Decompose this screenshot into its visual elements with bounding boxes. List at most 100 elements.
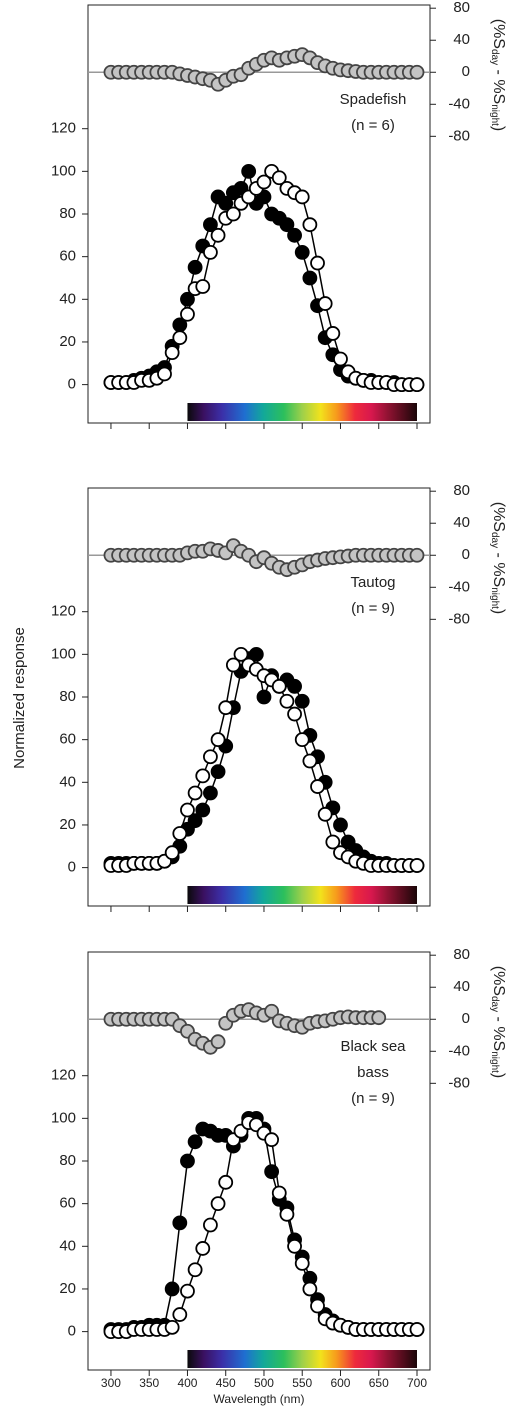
y2-label-part: day: [489, 532, 500, 548]
data-point: [287, 678, 302, 694]
data-point: [294, 693, 310, 709]
y2-label-part: - %S: [490, 548, 507, 587]
y2-label-part: ): [490, 126, 507, 131]
data-point: [333, 351, 348, 367]
data-point: [164, 345, 180, 361]
x-tick-label: 500: [254, 1376, 274, 1390]
panel: 0 20 40 60 80 100 120 -80 -40 0 40 80 (%Sday - %Snig…: [51, 0, 507, 429]
x-axis-label: Wavelength (nm): [214, 1392, 305, 1406]
x-tick-label: 300: [101, 1376, 121, 1390]
data-point: [409, 858, 425, 873]
data-point: [218, 1174, 234, 1190]
y2-tick-label: 80: [453, 0, 470, 16]
panel: 0 20 40 60 80 100 120 -80 -40 0 40 80 Normalized res…: [11, 482, 507, 912]
panel-label: Tautog: [350, 574, 395, 591]
panel-label: bass: [357, 1064, 389, 1081]
data-point: [187, 813, 203, 829]
data-point: [210, 1196, 226, 1212]
data-point: [302, 217, 318, 233]
data-point: [264, 1164, 280, 1180]
y2-tick-label: 0: [462, 1010, 470, 1027]
y-tick-label: 120: [51, 120, 76, 137]
y-tick-label: 100: [51, 1109, 76, 1126]
data-point: [203, 785, 218, 801]
data-point: [271, 1185, 287, 1201]
panel-label: Black sea: [340, 1038, 406, 1055]
y2-label-part: (%S: [490, 502, 507, 532]
y2-label-part: (%S: [490, 966, 507, 996]
data-point: [203, 217, 218, 233]
y-tick-label: 80: [59, 205, 76, 222]
data-point: [287, 227, 302, 243]
data-point: [279, 217, 295, 233]
data-point: [218, 195, 234, 211]
data-point: [225, 206, 241, 222]
x-tick-label: 550: [292, 1376, 312, 1390]
data-point: [409, 1322, 425, 1337]
data-point: [317, 296, 333, 311]
data-point: [187, 1134, 203, 1150]
y2-axis-label: (%Sday - %Snight): [489, 19, 506, 132]
y2-label-part: (%S: [490, 19, 507, 49]
y2-tick-label: -80: [448, 1074, 470, 1091]
y-tick-label: 80: [59, 1152, 76, 1169]
series-line: [110, 1121, 417, 1333]
data-point: [241, 163, 257, 179]
data-point: [294, 244, 310, 260]
y-tick-label: 20: [59, 1280, 76, 1297]
panel-label: (n = 6): [351, 117, 395, 134]
data-point: [294, 1255, 310, 1271]
data-point: [164, 1319, 180, 1335]
y2-label-part: ): [490, 1073, 507, 1078]
data-point: [180, 1153, 195, 1169]
y-tick-label: 120: [51, 1067, 76, 1084]
data-point: [195, 1241, 211, 1256]
y-tick-label: 20: [59, 816, 76, 833]
y2-tick-label: 80: [453, 482, 470, 499]
data-point: [302, 753, 318, 769]
data-point: [180, 802, 195, 818]
data-point: [271, 170, 287, 186]
data-point: [279, 693, 295, 709]
data-point: [264, 1003, 280, 1019]
y-tick-label: 20: [59, 333, 76, 350]
y2-label-part: night: [489, 587, 500, 609]
data-point: [287, 706, 302, 722]
y-tick-label: 40: [59, 773, 76, 790]
data-point: [302, 270, 318, 286]
y-axis-label: Normalized response: [11, 627, 28, 769]
data-point: [172, 330, 188, 346]
series-line: [110, 653, 417, 867]
y-tick-label: 60: [59, 248, 76, 265]
y-tick-label: 0: [68, 1323, 76, 1340]
data-point: [195, 279, 211, 294]
spectrum-bar: [187, 403, 417, 421]
y2-tick-label: -80: [448, 127, 470, 144]
data-point: [157, 366, 172, 382]
data-point: [409, 547, 425, 563]
y-tick-label: 120: [51, 603, 76, 620]
data-point: [317, 806, 333, 822]
y-tick-label: 0: [68, 859, 76, 876]
data-point: [218, 700, 234, 716]
y2-axis-label: (%Sday - %Snight): [489, 502, 506, 615]
y2-tick-label: 40: [453, 31, 470, 48]
data-point: [233, 646, 249, 662]
panel: 0 20 40 60 80 100 120 -80 -40 0 40 80 300 350 400 450 50…: [51, 946, 507, 1406]
series-line: [110, 1117, 417, 1331]
y2-tick-label: 40: [453, 514, 470, 531]
data-point: [203, 1217, 218, 1233]
data-point: [225, 657, 241, 673]
data-point: [187, 785, 203, 801]
y2-axis-label: (%Sday - %Snight): [489, 966, 506, 1079]
data-point: [195, 802, 211, 818]
data-point: [287, 1238, 302, 1254]
data-point: [264, 1132, 280, 1148]
data-point: [203, 749, 218, 765]
data-point: [279, 1206, 295, 1222]
panel-label: (n = 9): [351, 1090, 395, 1107]
data-point: [164, 845, 180, 861]
y2-label-part: ): [490, 609, 507, 614]
series-line: [110, 653, 417, 867]
